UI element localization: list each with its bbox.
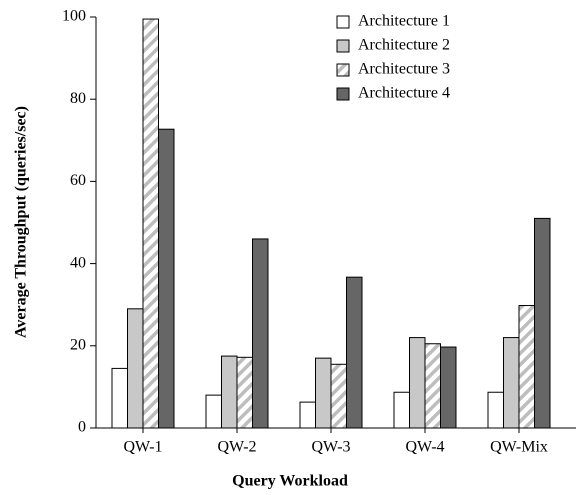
y-tick-label: 0 bbox=[78, 419, 86, 436]
bar bbox=[409, 337, 426, 429]
bar bbox=[205, 394, 222, 429]
legend-swatch bbox=[336, 15, 350, 29]
bar bbox=[236, 356, 253, 429]
bar bbox=[518, 305, 535, 429]
x-tick-label: QW-Mix bbox=[490, 439, 548, 456]
bar bbox=[424, 343, 441, 429]
legend-label: Architecture 2 bbox=[358, 37, 450, 54]
bar bbox=[299, 401, 316, 429]
legend-swatch bbox=[336, 39, 350, 53]
bar bbox=[252, 238, 269, 429]
bar bbox=[534, 217, 551, 429]
y-tick-label: 60 bbox=[70, 172, 86, 189]
x-tick-label: QW-1 bbox=[123, 439, 162, 456]
x-tick-label: QW-3 bbox=[311, 439, 350, 456]
bar bbox=[158, 128, 175, 429]
bar bbox=[221, 355, 238, 429]
y-tick-label: 80 bbox=[70, 90, 86, 107]
bar bbox=[346, 276, 363, 429]
y-tick-label: 100 bbox=[62, 8, 86, 25]
bar bbox=[111, 367, 128, 429]
x-tick-label: QW-4 bbox=[405, 439, 444, 456]
x-axis-label: Query Workload bbox=[232, 473, 348, 490]
bar bbox=[127, 308, 144, 429]
bar bbox=[440, 346, 457, 429]
y-axis-label: Average Throughput (queries/sec) bbox=[13, 106, 30, 338]
legend-label: Architecture 3 bbox=[358, 61, 450, 78]
legend-swatch bbox=[336, 87, 350, 101]
legend-swatch bbox=[336, 63, 350, 77]
legend-label: Architecture 1 bbox=[358, 13, 450, 30]
legend-label: Architecture 4 bbox=[358, 85, 450, 102]
y-tick-label: 40 bbox=[70, 254, 86, 271]
bar bbox=[487, 391, 504, 429]
bar bbox=[330, 363, 347, 429]
bar bbox=[315, 357, 332, 429]
x-tick-label: QW-2 bbox=[217, 439, 256, 456]
bar bbox=[142, 18, 159, 429]
bar bbox=[503, 337, 520, 429]
bar bbox=[393, 391, 410, 429]
y-tick-label: 20 bbox=[70, 336, 86, 353]
